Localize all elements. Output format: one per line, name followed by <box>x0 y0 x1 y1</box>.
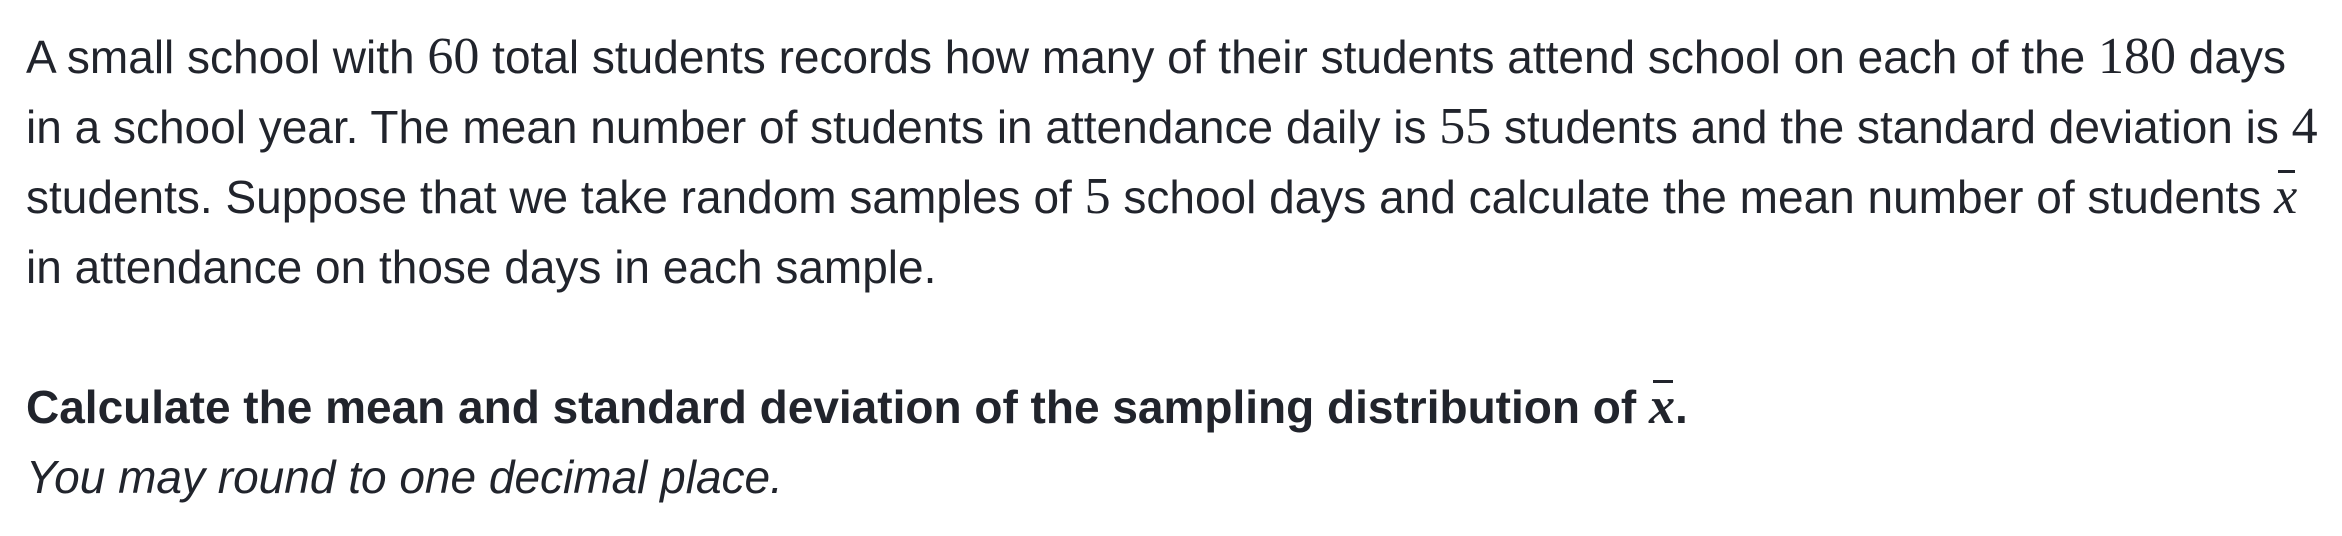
problem-question: Calculate the mean and standard deviatio… <box>26 372 2326 442</box>
problem-intro: A small school with 60 total students re… <box>26 22 2326 302</box>
x-bar-letter: x <box>2274 168 2298 225</box>
x-bar-symbol: x <box>2274 162 2297 232</box>
x-bar-symbol-question: x <box>1649 372 1675 442</box>
intro-text-1: A small school with <box>26 31 428 83</box>
total-students-value: 60 <box>427 28 480 85</box>
question-text-2: . <box>1674 381 1688 433</box>
std-dev-value: 4 <box>2291 98 2318 155</box>
paragraph-gap <box>26 302 2326 372</box>
x-bar-letter: x <box>1648 378 1675 435</box>
days-in-year-value: 180 <box>2098 28 2177 85</box>
question-text-1: Calculate the mean and standard deviatio… <box>26 381 1649 433</box>
overline-mark <box>2278 170 2296 173</box>
sample-size-value: 5 <box>1084 168 1111 225</box>
intro-text-4: students and the standard deviation is <box>1491 101 2292 153</box>
intro-text-3: days in a school year. The mean number o… <box>26 31 2286 153</box>
mean-attendance-value: 55 <box>1439 98 1492 155</box>
problem-statement: A small school with 60 total students re… <box>26 22 2326 512</box>
intro-text-6: school days and calculate the mean numbe… <box>1110 171 2275 223</box>
rounding-hint: You may round to one decimal place. <box>26 451 783 503</box>
intro-text-5: students. Suppose that we take random sa… <box>26 171 1085 223</box>
overline-mark <box>1652 380 1673 383</box>
intro-text-2: total students records how many of their… <box>479 31 2099 83</box>
intro-text-7: in attendance on those days in each samp… <box>26 241 937 293</box>
